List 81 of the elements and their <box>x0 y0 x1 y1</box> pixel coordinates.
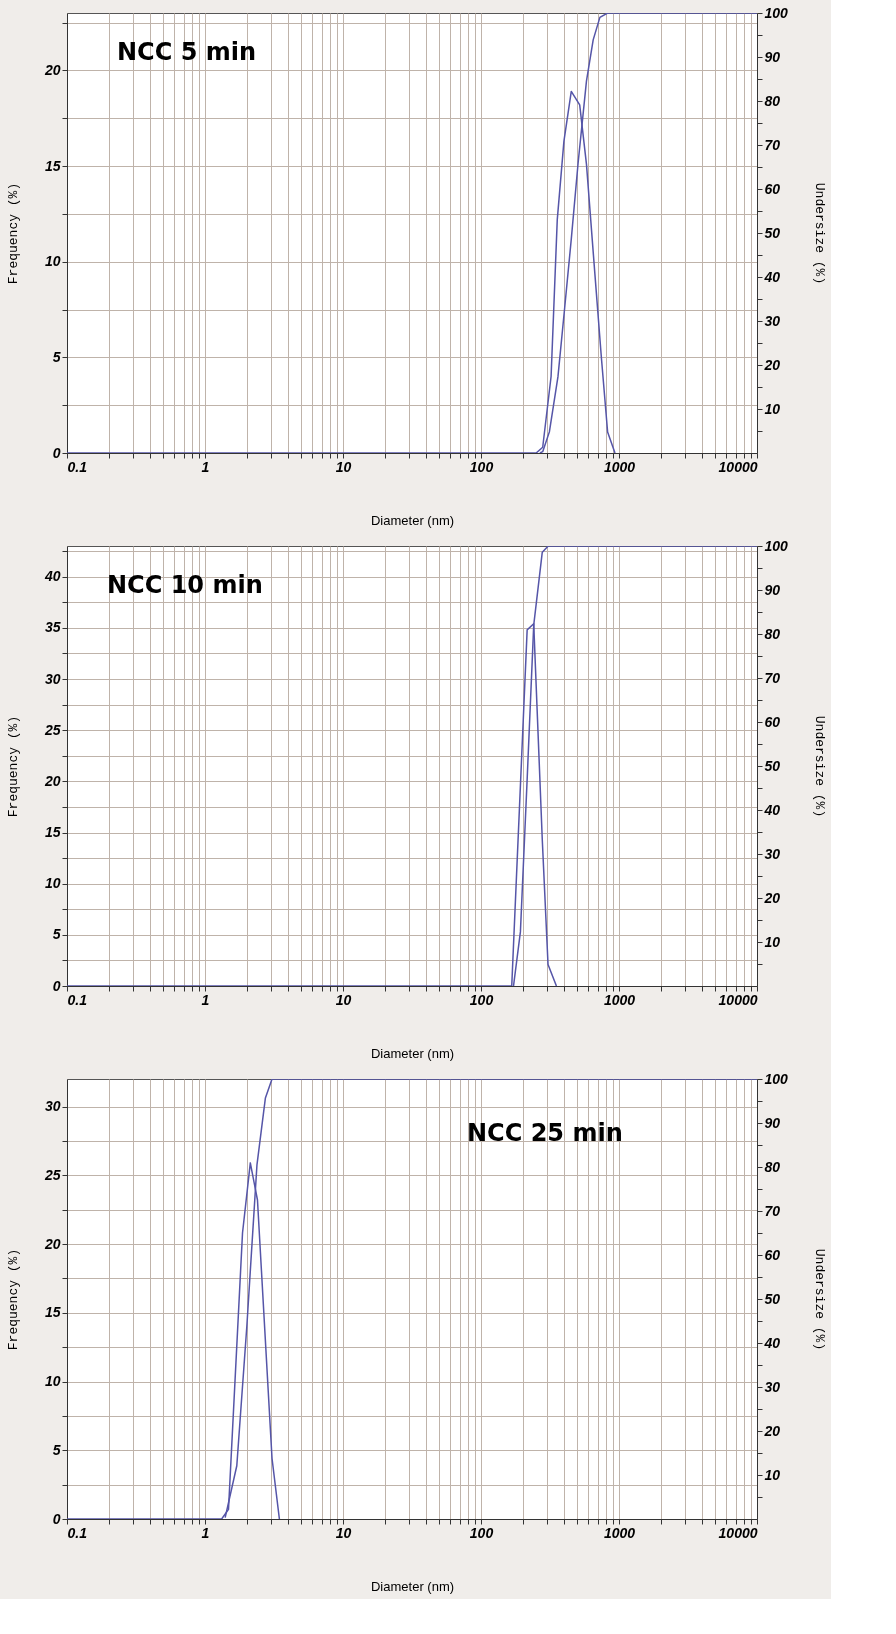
y2-tick-label: 50 <box>764 224 781 241</box>
x-tick-label: 10 <box>335 1524 352 1541</box>
y2-tick-label: 60 <box>764 180 781 197</box>
y2-tick-label: 60 <box>764 713 781 730</box>
y-tick-label: 0 <box>52 977 61 994</box>
y-tick-label: 15 <box>44 157 61 174</box>
y-tick-label: 20 <box>43 772 61 789</box>
y-tick-label: 5 <box>52 926 61 943</box>
y2-tick-label: 20 <box>763 889 781 906</box>
y2-tick-label: 50 <box>764 1290 781 1307</box>
x-tick-label: 0.1 <box>67 991 88 1008</box>
x-tick-label: 1000 <box>603 1524 636 1541</box>
y2-axis-title: Undersize (%) <box>811 715 827 818</box>
y-tick-label: 0 <box>52 1510 61 1527</box>
x-tick-label: 10000 <box>718 1524 758 1541</box>
y-tick-label: 5 <box>52 348 61 365</box>
x-tick-label: 1000 <box>603 991 636 1008</box>
y-tick-label: 10 <box>44 875 61 892</box>
x-tick-label: 1 <box>201 458 210 475</box>
y2-axis-title: Undersize (%) <box>811 182 827 285</box>
y2-tick-label: 60 <box>764 1246 781 1263</box>
y2-tick-label: 30 <box>764 312 781 329</box>
y-tick-label: 30 <box>44 1098 61 1114</box>
y2-axis-title: Undersize (%) <box>811 1248 827 1351</box>
annotation: NCC 5 min <box>117 38 257 66</box>
annotation: NCC 10 min <box>107 571 263 599</box>
y2-tick-label: 100 <box>764 1070 789 1087</box>
x-tick-label: 10 <box>335 458 352 475</box>
y2-tick-label: 100 <box>764 4 789 21</box>
y2-tick-label: 80 <box>764 92 781 109</box>
y2-tick-label: 40 <box>763 268 781 285</box>
x-tick-label: 100 <box>469 991 494 1008</box>
y-tick-label: 20 <box>43 61 61 78</box>
y2-tick-label: 70 <box>764 669 781 686</box>
y2-tick-label: 70 <box>764 1202 781 1219</box>
x-axis-title: Diameter (nm) <box>370 1045 455 1061</box>
y-axis-title: Frequency (%) <box>5 182 21 285</box>
annotation: NCC 25 min <box>467 1119 623 1147</box>
y2-tick-label: 90 <box>764 581 781 598</box>
y-tick-label: 5 <box>52 1441 61 1458</box>
y-tick-label: 40 <box>43 568 61 585</box>
y-tick-label: 15 <box>44 1304 61 1321</box>
y2-tick-label: 10 <box>764 933 781 950</box>
x-tick-label: 10 <box>335 991 352 1008</box>
y2-tick-label: 20 <box>763 1422 781 1439</box>
x-tick-label: 100 <box>469 458 494 475</box>
y2-tick-label: 50 <box>764 757 781 774</box>
y2-tick-label: 90 <box>764 48 781 65</box>
x-tick-label: 1 <box>201 1524 210 1541</box>
x-tick-label: 0.1 <box>67 1524 88 1541</box>
x-tick-label: 1 <box>201 991 210 1008</box>
y-tick-label: 15 <box>44 824 61 841</box>
y-tick-label: 35 <box>44 619 61 636</box>
y-tick-label: 25 <box>43 721 61 738</box>
x-tick-label: 0.1 <box>67 458 88 475</box>
y2-tick-label: 70 <box>764 136 781 153</box>
y-tick-label: 30 <box>44 670 61 687</box>
y-tick-label: 0 <box>52 444 61 461</box>
y-tick-label: 25 <box>43 1166 61 1183</box>
y-axis-title: Frequency (%) <box>5 1248 21 1351</box>
y2-tick-label: 40 <box>763 1334 781 1351</box>
x-axis-title: Diameter (nm) <box>370 512 455 528</box>
y-tick-label: 10 <box>44 253 61 270</box>
y2-tick-label: 40 <box>763 801 781 818</box>
y2-tick-label: 30 <box>764 1378 781 1395</box>
x-tick-label: 10000 <box>718 458 758 475</box>
y-axis-title: Frequency (%) <box>5 715 21 818</box>
y2-tick-label: 80 <box>764 625 781 642</box>
y-tick-label: 20 <box>43 1235 61 1252</box>
x-tick-label: 1000 <box>603 458 636 475</box>
y2-tick-label: 20 <box>763 356 781 373</box>
y2-tick-label: 90 <box>764 1114 781 1131</box>
y2-tick-label: 10 <box>764 1466 781 1483</box>
x-tick-label: 10000 <box>718 991 758 1008</box>
y2-tick-label: 30 <box>764 845 781 862</box>
x-tick-label: 100 <box>469 1524 494 1541</box>
x-axis-title: Diameter (nm) <box>370 1578 455 1594</box>
y-tick-label: 10 <box>44 1373 61 1389</box>
y2-tick-label: 10 <box>764 400 781 417</box>
y2-tick-label: 100 <box>764 537 789 554</box>
y2-tick-label: 80 <box>764 1158 781 1175</box>
